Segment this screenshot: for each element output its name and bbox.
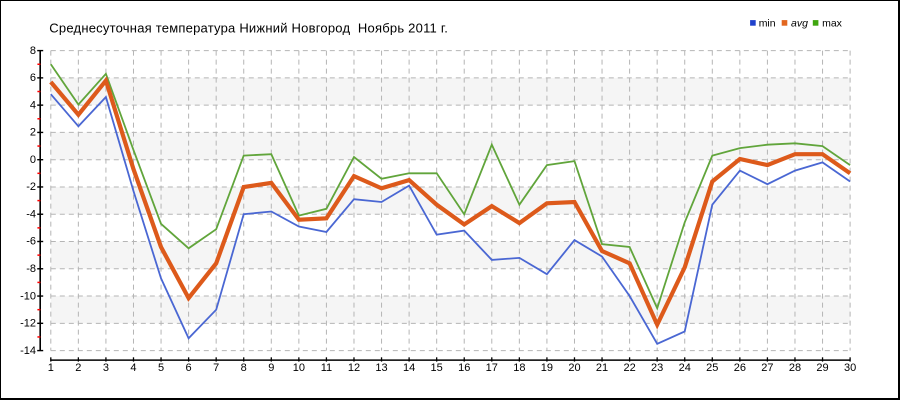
svg-text:-10: -10 — [20, 290, 36, 302]
svg-text:9: 9 — [268, 362, 274, 374]
svg-text:max: max — [822, 18, 843, 30]
svg-text:-4: -4 — [26, 208, 36, 220]
svg-text:4: 4 — [130, 362, 136, 374]
svg-text:6: 6 — [186, 362, 192, 374]
svg-text:16: 16 — [458, 362, 470, 374]
svg-text:30: 30 — [844, 362, 856, 374]
svg-text:8: 8 — [241, 362, 247, 374]
svg-text:2: 2 — [30, 127, 36, 139]
svg-text:21: 21 — [596, 362, 608, 374]
svg-text:-2: -2 — [26, 181, 36, 193]
svg-text:7: 7 — [213, 362, 219, 374]
svg-text:min: min — [759, 18, 776, 30]
svg-text:-8: -8 — [26, 263, 36, 275]
svg-text:avg: avg — [791, 18, 808, 30]
svg-text:20: 20 — [568, 362, 580, 374]
svg-text:14: 14 — [403, 362, 415, 374]
svg-text:Среднесуточная температура Ниж: Среднесуточная температура Нижний Новгор… — [49, 20, 448, 35]
svg-text:28: 28 — [789, 362, 801, 374]
svg-text:27: 27 — [761, 362, 773, 374]
svg-text:22: 22 — [623, 362, 635, 374]
svg-text:2: 2 — [75, 362, 81, 374]
svg-text:-14: -14 — [20, 345, 36, 357]
svg-text:-12: -12 — [20, 318, 36, 330]
svg-text:26: 26 — [734, 362, 746, 374]
svg-text:13: 13 — [375, 362, 387, 374]
svg-text:8: 8 — [30, 45, 36, 57]
svg-text:18: 18 — [513, 362, 525, 374]
svg-text:3: 3 — [103, 362, 109, 374]
svg-text:23: 23 — [651, 362, 663, 374]
svg-text:5: 5 — [158, 362, 164, 374]
svg-text:-6: -6 — [26, 236, 36, 248]
svg-text:24: 24 — [679, 362, 691, 374]
svg-text:15: 15 — [431, 362, 443, 374]
svg-text:25: 25 — [706, 362, 718, 374]
svg-text:10: 10 — [293, 362, 305, 374]
svg-text:4: 4 — [30, 99, 36, 111]
svg-text:17: 17 — [486, 362, 498, 374]
svg-text:1: 1 — [48, 362, 54, 374]
svg-text:19: 19 — [541, 362, 553, 374]
svg-text:6: 6 — [30, 72, 36, 84]
svg-text:0: 0 — [30, 154, 36, 166]
svg-text:29: 29 — [816, 362, 828, 374]
svg-text:12: 12 — [348, 362, 360, 374]
svg-text:11: 11 — [321, 362, 332, 374]
